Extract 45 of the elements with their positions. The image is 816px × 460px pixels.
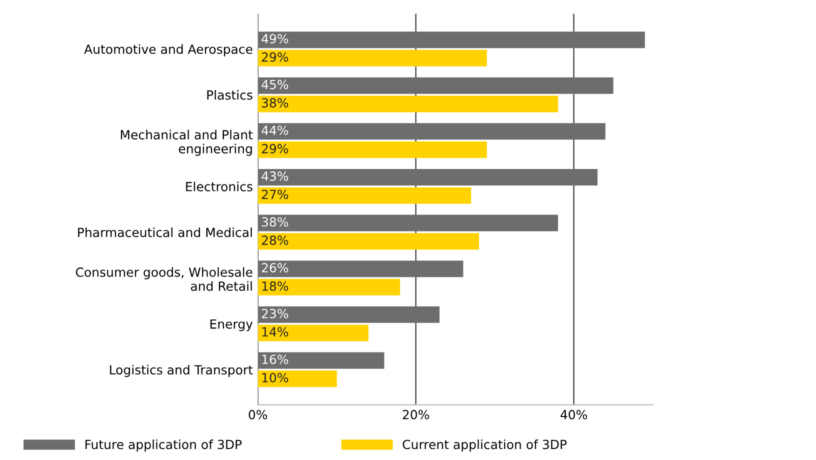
bar — [258, 123, 606, 140]
bar — [258, 306, 440, 323]
y-tick-label: Plastics — [207, 90, 252, 100]
x-tick-label: 20% — [402, 410, 430, 420]
x-tick-label: 40% — [560, 410, 588, 420]
data-label: 23% — [262, 308, 288, 318]
data-label: 45% — [262, 80, 288, 90]
bar — [258, 96, 558, 112]
y-tick-label: Consumer goods, Wholesale and Retail — [76, 267, 252, 291]
data-label: 38% — [262, 98, 288, 108]
bar — [258, 142, 487, 158]
bar — [258, 370, 337, 388]
bar — [258, 233, 480, 250]
data-label: 49% — [262, 34, 288, 44]
y-tick-label: Automotive and Aerospace — [84, 44, 252, 56]
bar — [258, 77, 614, 94]
data-label: 18% — [262, 281, 288, 291]
legend-label: Current application of 3DP — [402, 440, 567, 452]
y-tick-label: Logistics and Transport — [110, 364, 253, 377]
data-label: 14% — [262, 327, 288, 337]
bar — [258, 32, 645, 48]
data-label: 28% — [262, 236, 288, 245]
bar — [258, 50, 487, 66]
legend-label: Future application of 3DP — [85, 440, 242, 452]
bar — [258, 214, 558, 232]
data-label: 29% — [262, 144, 288, 154]
bar — [258, 352, 384, 369]
bar — [258, 260, 464, 278]
data-label: 29% — [262, 52, 288, 62]
bar — [258, 168, 598, 186]
y-tick-label: Mechanical and Plant engineering — [120, 130, 253, 156]
y-tick-label: Electronics — [186, 182, 252, 192]
data-label: 10% — [262, 372, 288, 382]
data-label: 16% — [262, 354, 288, 364]
bar — [258, 187, 472, 204]
x-tick-label: 0% — [248, 410, 268, 420]
data-label: 43% — [262, 171, 288, 181]
bar — [258, 278, 400, 296]
data-label: 44% — [262, 126, 288, 136]
data-label: 27% — [262, 190, 288, 200]
y-tick-label: Pharmaceutical and Medical — [78, 227, 252, 238]
bar — [258, 324, 368, 342]
data-label: 26% — [262, 263, 288, 272]
y-tick-label: Energy — [210, 319, 253, 332]
data-label: 38% — [262, 217, 288, 227]
